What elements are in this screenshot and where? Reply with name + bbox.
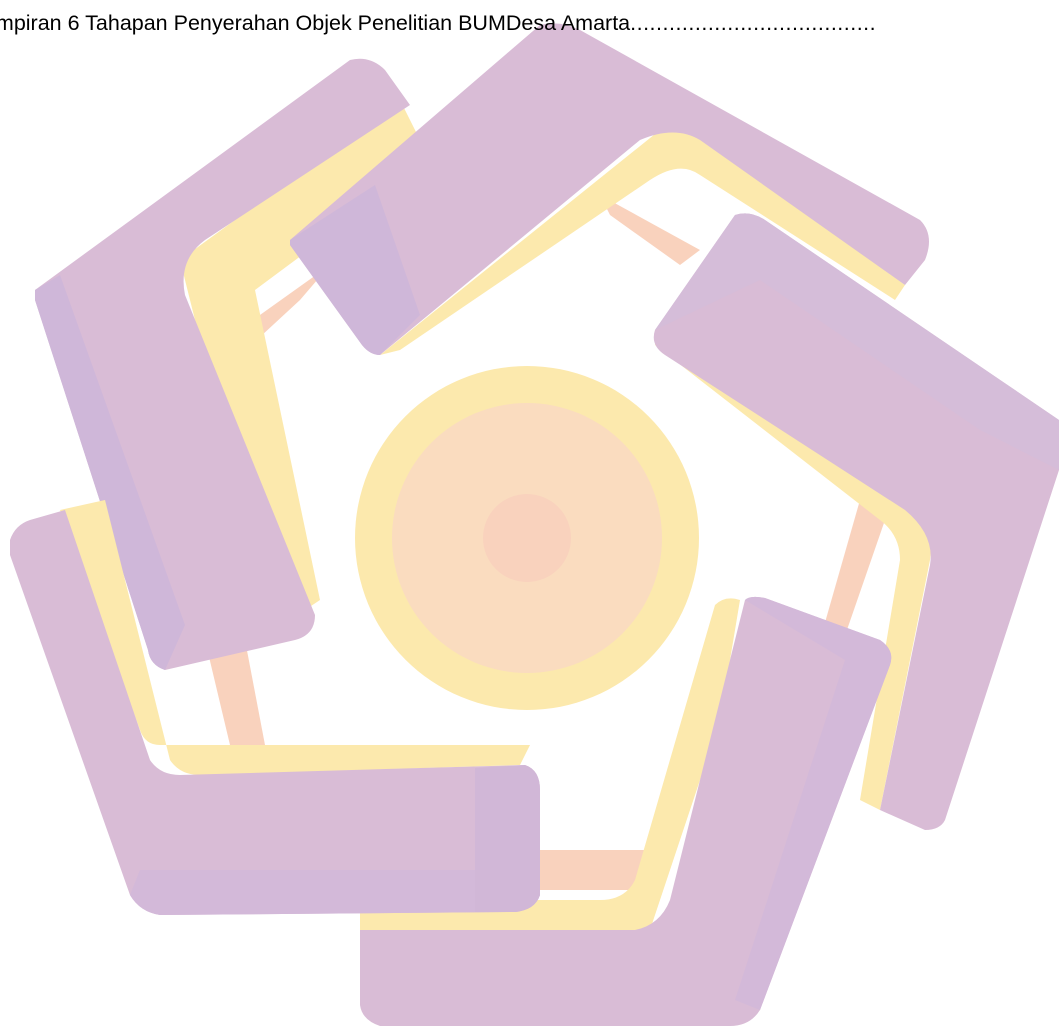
logo-arm-bottom-left: [10, 500, 540, 915]
toc-entry-leader: ......................................: [630, 11, 877, 35]
toc-entry-title: Lampiran 6 Tahapan Penyerahan Objek Pene…: [0, 11, 631, 35]
toc-entry: Lampiran 6 Tahapan Penyerahan Objek Pene…: [0, 10, 876, 36]
logo-arm-top: [290, 23, 929, 355]
logo-arm-bottom-right: [360, 596, 892, 1026]
logo-arm-top-left: [35, 58, 430, 670]
logo-center-circle: [355, 366, 699, 710]
logo-arm-right: [653, 213, 1059, 831]
